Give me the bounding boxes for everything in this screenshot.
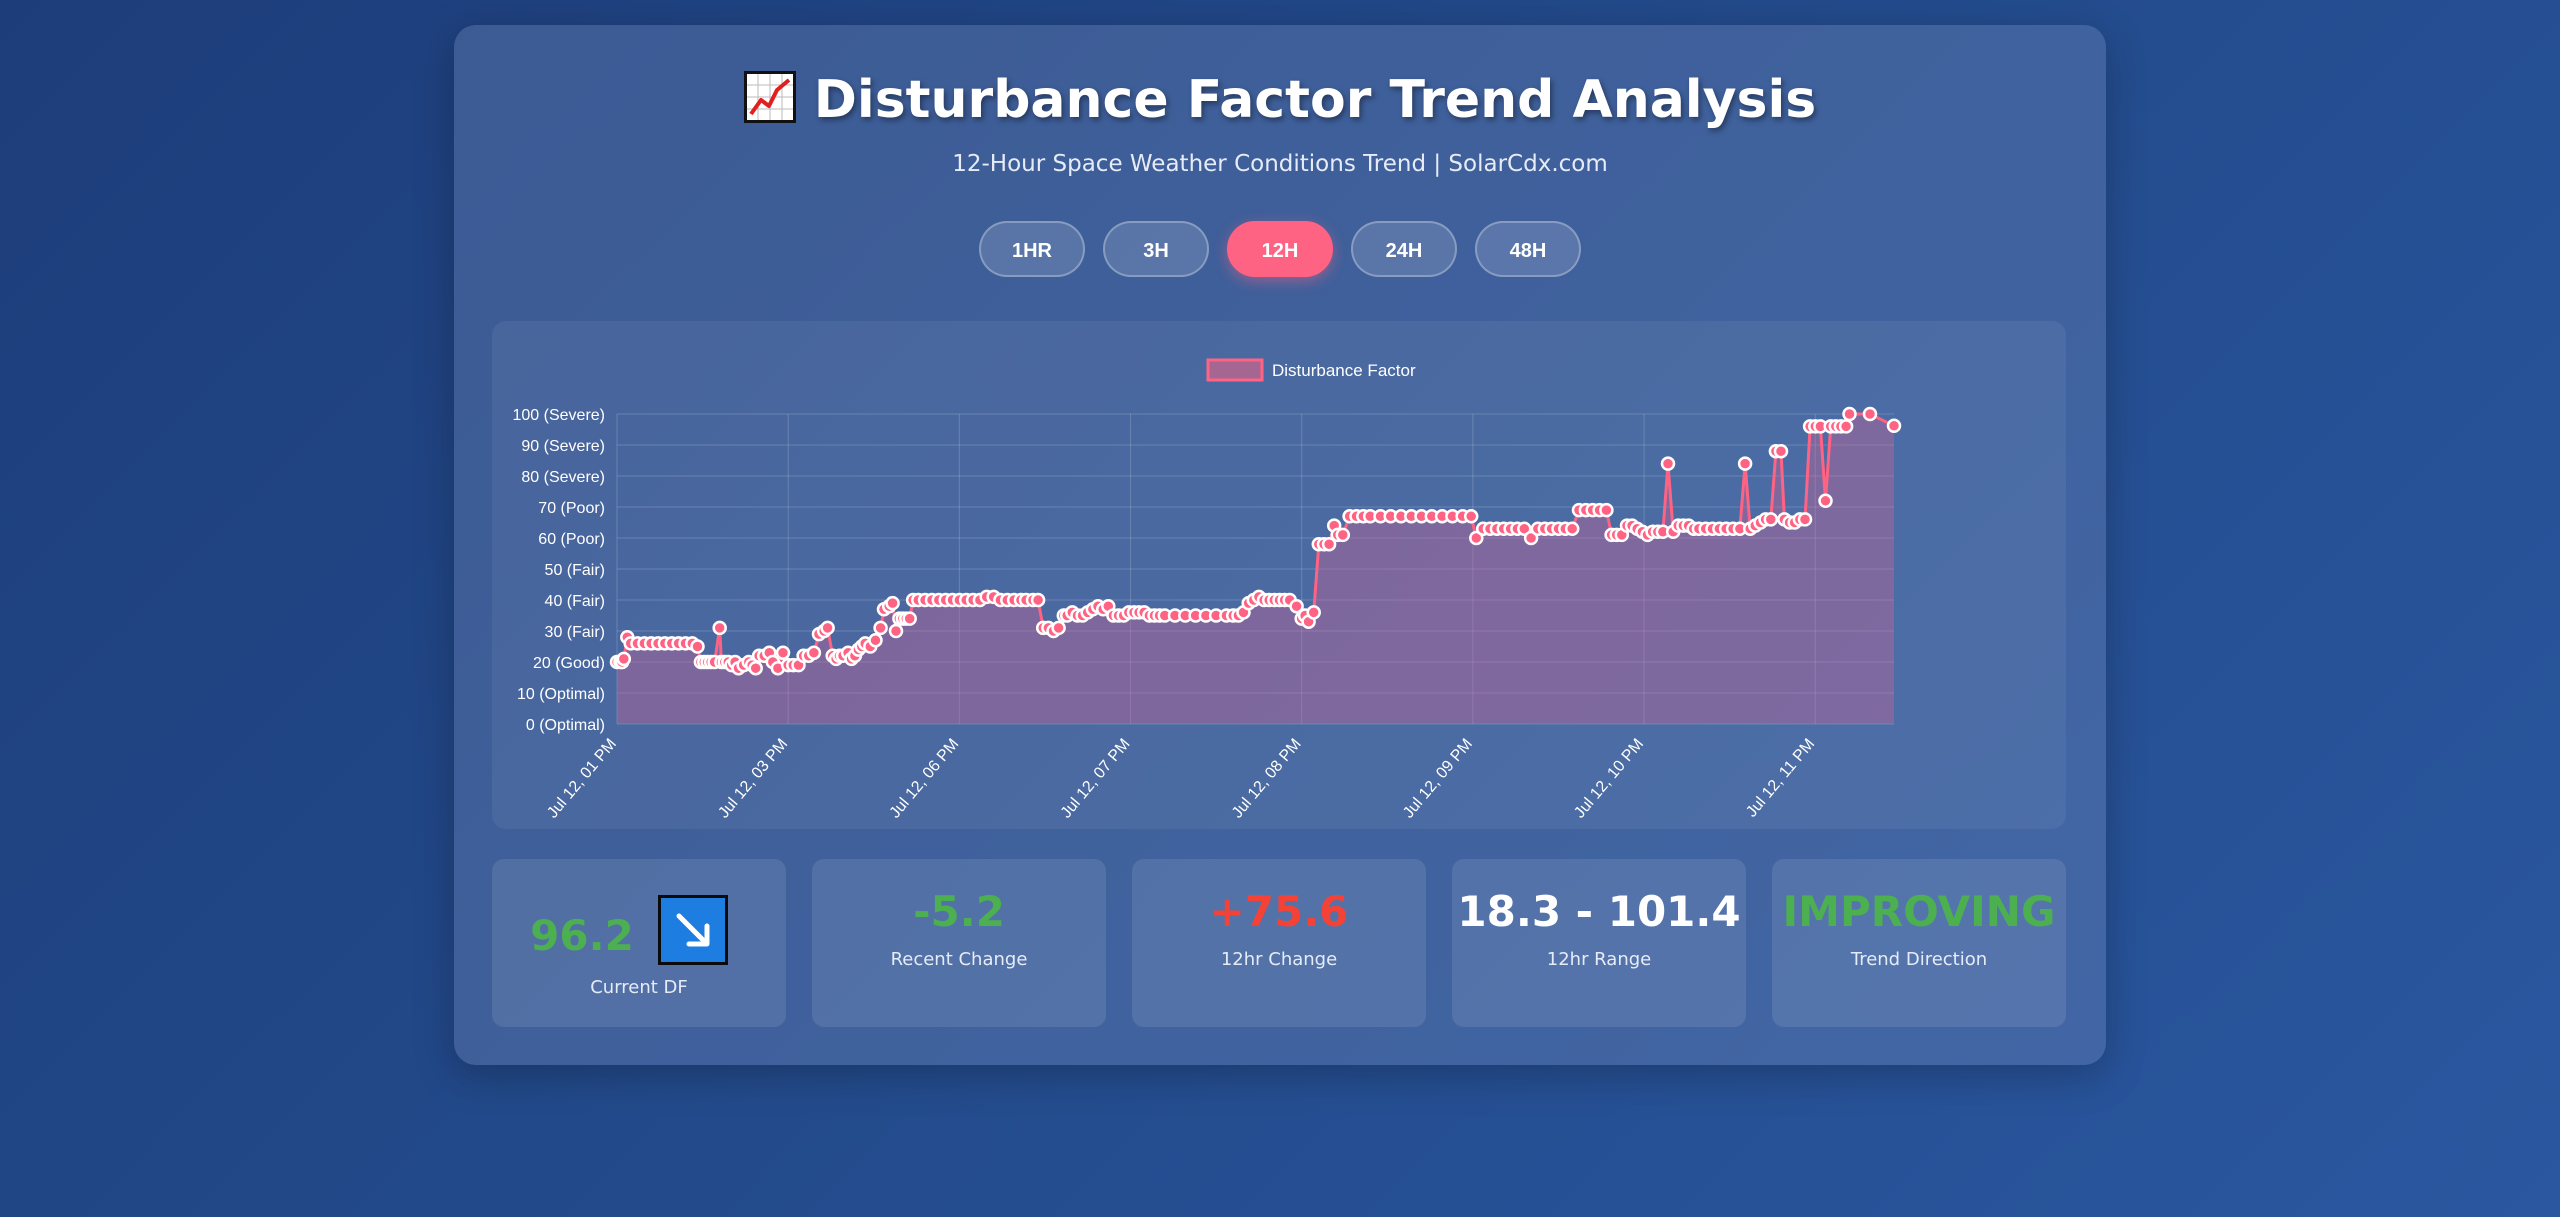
- data-point[interactable]: [868, 633, 883, 648]
- data-point[interactable]: [888, 623, 904, 639]
- data-point[interactable]: [1763, 512, 1779, 527]
- y-tick-label: 80 (Severe): [521, 469, 605, 486]
- data-point[interactable]: [902, 611, 917, 626]
- y-tick-label: 30 (Fair): [545, 624, 605, 641]
- y-tick-label: 20 (Good): [533, 655, 605, 672]
- arrow-down-right-icon: [658, 895, 728, 965]
- data-point[interactable]: [873, 620, 888, 636]
- data-point[interactable]: [820, 620, 835, 636]
- data-point[interactable]: [1523, 530, 1539, 546]
- chart-legend[interactable]: Disturbance Factor: [1206, 358, 1416, 382]
- x-tick-label: Jul 12, 01 PM: [544, 736, 620, 822]
- 12hr-change-label: 12hr Change: [1220, 949, 1338, 970]
- range-selector: 1HR 3H 12H 24H 48H: [454, 221, 2106, 277]
- data-point[interactable]: [1773, 443, 1789, 459]
- data-point[interactable]: [1564, 521, 1580, 536]
- legend-label: Disturbance Factor: [1272, 361, 1416, 380]
- data-point[interactable]: [1842, 406, 1857, 422]
- data-point[interactable]: [712, 620, 727, 636]
- page-subtitle: 12-Hour Space Weather Conditions Trend |…: [952, 151, 1608, 177]
- data-point[interactable]: [1517, 521, 1532, 536]
- data-point[interactable]: [1797, 512, 1813, 527]
- data-point[interactable]: [775, 645, 791, 660]
- y-tick-label: 100 (Severe): [513, 407, 606, 424]
- x-tick-label: Jul 12, 06 PM: [887, 736, 963, 822]
- stat-card-recent-change: -5.2 Recent Change: [812, 859, 1106, 1027]
- data-point[interactable]: [748, 660, 763, 676]
- stat-card-current-df: 96.2 Current DF: [492, 859, 786, 1027]
- stats-row: 96.2 Current DF -5.2 Recent Change +75.6…: [492, 859, 2068, 1027]
- 12hr-range-value: 18.3 - 101.4: [1457, 887, 1741, 936]
- recent-change-label: Recent Change: [890, 949, 1028, 970]
- x-tick-label: Jul 12, 09 PM: [1400, 736, 1476, 822]
- page-title-text: Disturbance Factor Trend Analysis: [813, 70, 1817, 130]
- stat-card-trend-direction: IMPROVING Trend Direction: [1772, 859, 2066, 1027]
- data-point[interactable]: [1886, 418, 1902, 434]
- 12hr-change-value: +75.6: [1209, 887, 1349, 936]
- data-point[interactable]: [885, 595, 900, 611]
- x-tick-label: Jul 12, 03 PM: [715, 736, 791, 822]
- range-button-3h[interactable]: 3H: [1103, 221, 1209, 277]
- y-tick-label: 90 (Severe): [521, 438, 605, 455]
- current-df-label: Current DF: [590, 977, 688, 998]
- stat-card-12hr-range: 18.3 - 101.4 12hr Range: [1452, 859, 1746, 1027]
- stat-card-12hr-change: +75.6 12hr Change: [1132, 859, 1426, 1027]
- y-tick-label: 70 (Poor): [538, 500, 605, 517]
- x-tick-label: Jul 12, 07 PM: [1058, 736, 1134, 822]
- 12hr-range-label: 12hr Range: [1546, 949, 1652, 970]
- data-point[interactable]: [1321, 536, 1337, 552]
- data-point[interactable]: [1599, 502, 1614, 518]
- data-point[interactable]: [1862, 406, 1878, 422]
- trend-direction-label: Trend Direction: [1850, 949, 1988, 970]
- dashboard-panel: Disturbance Factor Trend Analysis 12-Hou…: [454, 25, 2106, 1065]
- chart-increasing-icon: [743, 71, 796, 123]
- series-area-fill: [617, 414, 1894, 724]
- y-tick-label: 50 (Fair): [545, 562, 605, 579]
- data-point[interactable]: [1818, 493, 1833, 509]
- x-tick-label: Jul 12, 10 PM: [1571, 736, 1647, 822]
- y-tick-label: 60 (Poor): [538, 531, 605, 548]
- data-point[interactable]: [1463, 509, 1479, 524]
- data-point[interactable]: [1469, 530, 1484, 546]
- data-point[interactable]: [806, 645, 822, 660]
- range-button-1hr[interactable]: 1HR: [979, 221, 1085, 277]
- range-button-48h[interactable]: 48H: [1475, 221, 1581, 277]
- y-tick-label: 0 (Optimal): [526, 717, 605, 734]
- page-title: Disturbance Factor Trend Analysis: [454, 70, 2106, 130]
- range-button-12h[interactable]: 12H: [1227, 221, 1333, 277]
- range-button-24h[interactable]: 24H: [1351, 221, 1457, 277]
- data-point[interactable]: [1030, 592, 1046, 608]
- data-point[interactable]: [616, 651, 632, 667]
- data-point[interactable]: [690, 639, 705, 654]
- data-point[interactable]: [1838, 419, 1854, 434]
- trend-chart[interactable]: Disturbance Factor 0 (Optimal) 10 (Optima…: [492, 321, 2066, 829]
- y-tick-label: 40 (Fair): [545, 593, 605, 610]
- x-tick-label: Jul 12, 11 PM: [1743, 736, 1818, 821]
- x-tick-label: Jul 12, 08 PM: [1229, 736, 1305, 822]
- data-point[interactable]: [1335, 527, 1351, 543]
- data-point[interactable]: [1289, 598, 1304, 614]
- chart-container: Disturbance Factor 0 (Optimal) 10 (Optima…: [492, 321, 2066, 829]
- current-df-value: 96.2: [530, 911, 634, 960]
- y-tick-label: 10 (Optimal): [517, 686, 605, 703]
- data-point[interactable]: [1660, 456, 1676, 471]
- data-point[interactable]: [1306, 605, 1321, 620]
- legend-swatch: [1206, 358, 1264, 382]
- data-point[interactable]: [1051, 620, 1066, 636]
- data-point[interactable]: [1737, 456, 1753, 471]
- trend-direction-value: IMPROVING: [1782, 887, 2056, 936]
- recent-change-value: -5.2: [913, 887, 1005, 936]
